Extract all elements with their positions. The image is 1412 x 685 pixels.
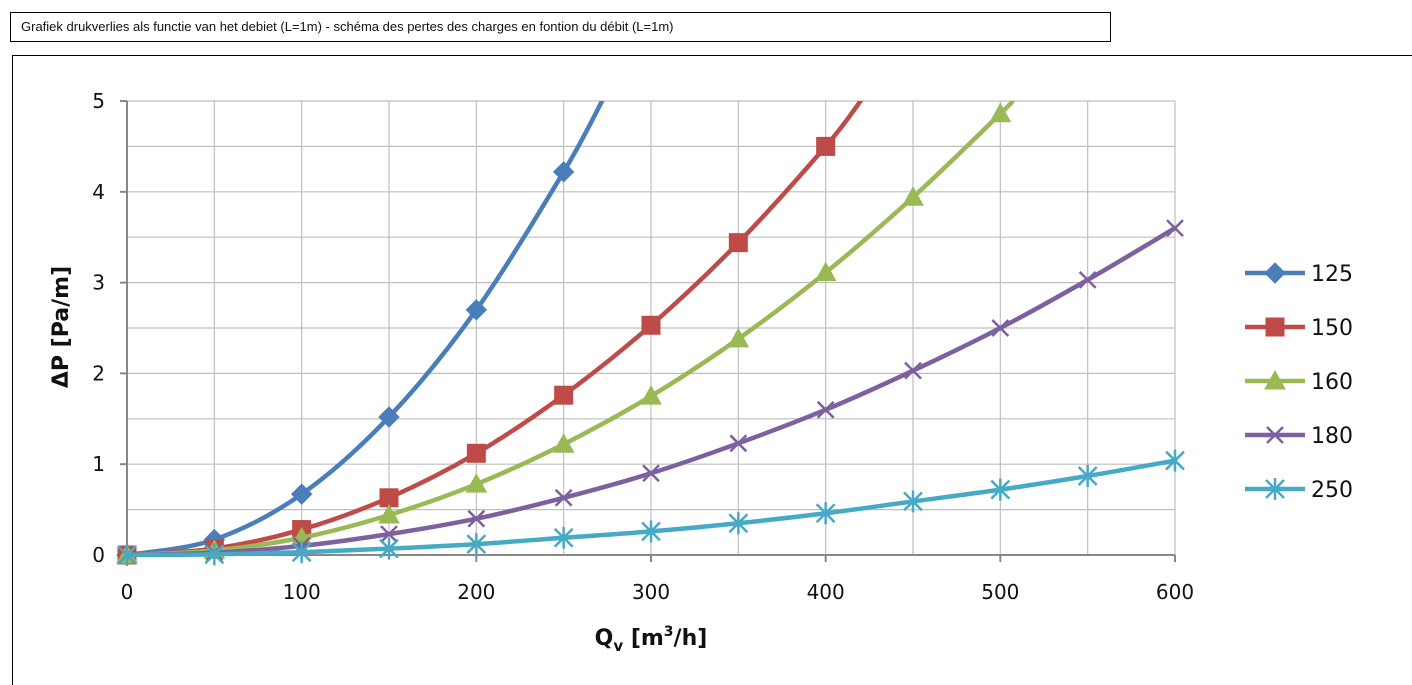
data-point-250 — [117, 544, 137, 566]
data-point-180-stroke — [904, 361, 922, 380]
data-point-125 — [552, 161, 575, 183]
data-point-180-stroke — [380, 525, 398, 543]
data-point-250 — [466, 533, 487, 556]
legend-marker-180-stroke — [1266, 426, 1284, 444]
x-axis-title-sup: 3 — [664, 624, 674, 640]
legend-marker-180 — [1266, 426, 1284, 444]
data-point-250 — [641, 520, 661, 543]
chart-frame — [12, 55, 1412, 685]
data-point-150 — [466, 443, 486, 463]
legend-label-125: 125 — [1311, 262, 1353, 287]
data-point-180 — [904, 361, 922, 380]
data-point-160 — [814, 261, 837, 282]
data-point-250 — [204, 543, 225, 566]
y-tick-label: 2 — [92, 361, 105, 385]
x-axis-title-q: Q — [595, 626, 614, 651]
data-point-150 — [554, 385, 574, 405]
data-point-125 — [465, 299, 488, 321]
legend-label-250: 250 — [1311, 478, 1353, 503]
data-point-180 — [642, 464, 660, 483]
data-point-250 — [553, 526, 574, 549]
series-250 — [117, 449, 1185, 566]
data-point-180-stroke — [642, 464, 660, 483]
data-point-125 — [378, 406, 400, 428]
x-axis-title-units-end: /h] — [674, 626, 708, 651]
data-point-160 — [902, 186, 924, 206]
data-point-180-stroke — [1166, 219, 1184, 238]
data-point-180-stroke — [467, 509, 486, 528]
data-point-160 — [989, 102, 1012, 123]
data-point-250 — [1165, 449, 1185, 472]
data-point-180 — [1078, 270, 1097, 289]
data-point-150 — [641, 315, 661, 335]
data-point-250 — [379, 537, 399, 560]
y-axis-title: ΔP [Pa/m] — [49, 266, 74, 388]
x-tick-label: 600 — [1156, 580, 1194, 604]
data-point-180-stroke — [991, 319, 1010, 337]
legend-item-250: 250 — [1245, 478, 1353, 503]
legend-marker-160 — [1264, 369, 1286, 390]
data-point-160 — [378, 504, 400, 524]
data-point-180 — [380, 525, 398, 543]
legend-marker-125 — [1264, 262, 1286, 284]
x-tick-label: 100 — [283, 580, 321, 604]
series-line-150 — [124, 101, 863, 558]
y-tick-label: 3 — [92, 271, 105, 295]
x-axis-title-units: [m — [623, 626, 664, 651]
x-tick-label: 400 — [807, 580, 845, 604]
data-point-180 — [991, 319, 1010, 337]
data-point-150 — [728, 233, 748, 253]
y-tick-label: 5 — [92, 89, 105, 113]
data-point-250 — [990, 478, 1011, 501]
legend-marker-150 — [1265, 317, 1285, 337]
legend-item-160: 160 — [1245, 369, 1353, 395]
series-125 — [116, 101, 605, 566]
data-point-160 — [552, 433, 575, 453]
y-tick-label: 0 — [92, 543, 105, 567]
legend-marker-250 — [1265, 478, 1285, 500]
data-point-250 — [815, 502, 836, 525]
chart-title-box: Grafiek drukverlies als functie van het … — [10, 12, 1111, 42]
data-point-250 — [291, 541, 312, 564]
data-point-160 — [727, 327, 750, 348]
data-point-250 — [903, 490, 923, 513]
x-tick-label: 0 — [121, 580, 134, 604]
data-point-180-stroke — [1078, 270, 1097, 289]
data-point-250 — [728, 512, 749, 535]
data-point-160 — [465, 473, 488, 493]
x-axis-title-sub: v — [613, 637, 623, 655]
data-point-180 — [467, 509, 486, 528]
legend-label-160: 160 — [1311, 370, 1353, 395]
legend-item-180: 180 — [1245, 424, 1353, 449]
data-point-180 — [816, 400, 835, 419]
y-tick-label: 1 — [92, 452, 105, 476]
data-point-250 — [1077, 465, 1098, 488]
legend-item-150: 150 — [1245, 316, 1353, 341]
chart-title: Grafiek drukverlies als functie van het … — [21, 19, 674, 34]
data-point-180-stroke — [554, 488, 573, 507]
data-point-180 — [1166, 219, 1184, 238]
x-tick-label: 500 — [981, 580, 1019, 604]
y-tick-label: 4 — [92, 180, 105, 204]
data-point-160 — [640, 385, 662, 405]
data-point-180 — [729, 434, 748, 453]
axes: 0 1 2 3 4 5 0 100 200 300 400 500 600 — [92, 89, 1194, 604]
data-point-150 — [816, 136, 836, 156]
data-point-180-stroke — [729, 434, 748, 453]
data-point-125 — [290, 483, 313, 505]
x-tick-label: 200 — [457, 580, 495, 604]
legend-label-180: 180 — [1311, 424, 1353, 449]
legend: 125 150 160 180 250 — [1245, 262, 1353, 503]
series-lines — [116, 101, 1185, 566]
data-point-180-stroke — [816, 400, 835, 419]
x-axis-title: Qv [m3/h] — [595, 624, 708, 655]
legend-label-150: 150 — [1311, 316, 1353, 341]
x-tick-label: 300 — [632, 580, 670, 604]
legend-item-125: 125 — [1245, 262, 1353, 287]
data-point-180 — [554, 488, 573, 507]
